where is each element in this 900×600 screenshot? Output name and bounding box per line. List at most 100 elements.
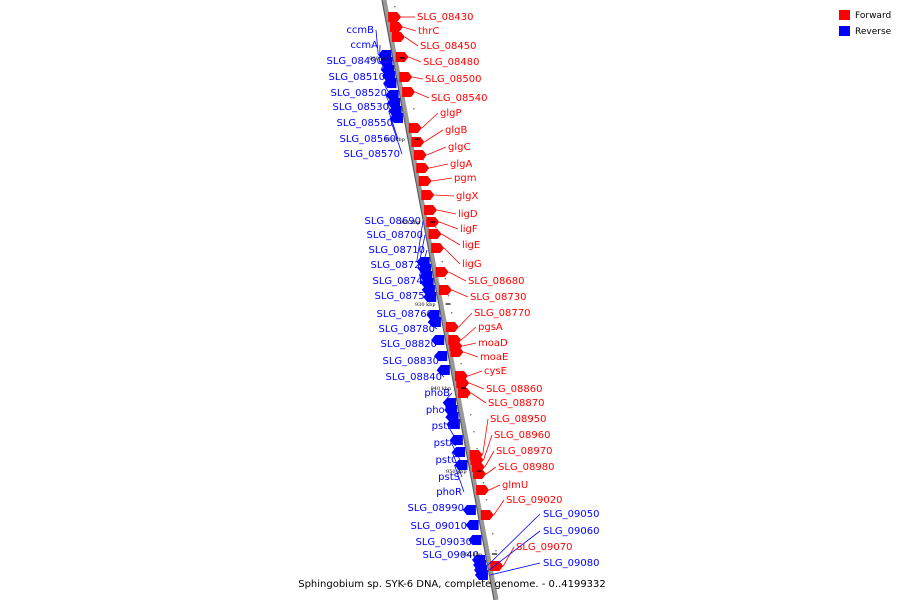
reverse-feature-slg-09030[interactable] [468, 535, 482, 545]
reverse-feature-slg-08570[interactable] [389, 113, 403, 123]
gene-label-slg-08860[interactable]: SLG_08860 [486, 384, 542, 395]
reverse-feature-slg-08840[interactable] [436, 365, 450, 375]
gene-label-glgx[interactable]: glgX [456, 191, 478, 202]
reverse-feature-slg-09010[interactable] [465, 520, 479, 530]
forward-feature-slg-08430[interactable] [388, 12, 402, 22]
gene-label-slg-08750[interactable]: SLG_08750 [375, 291, 431, 302]
gene-label-slg-08430[interactable]: SLG_08430 [417, 12, 473, 23]
forward-feature-glmu[interactable] [476, 485, 490, 495]
forward-feature-ligg[interactable] [431, 243, 445, 253]
forward-feature-slg-08480[interactable] [395, 52, 409, 62]
reverse-feature-slg-08750[interactable] [423, 292, 437, 302]
gene-label-ligg[interactable]: ligG [462, 259, 482, 270]
gene-label-phor[interactable]: phoR [436, 487, 462, 498]
forward-feature-glgp[interactable] [408, 123, 422, 133]
forward-feature-slg-08770[interactable] [445, 322, 459, 332]
forward-feature-slg-08500[interactable] [399, 72, 413, 82]
gene-label-slg-08780[interactable]: SLG_08780 [379, 324, 435, 335]
gene-label-slg-08480[interactable]: SLG_08480 [423, 57, 479, 68]
gene-label-slg-08500[interactable]: SLG_08500 [425, 74, 481, 85]
forward-feature-ligd[interactable] [424, 205, 438, 215]
gene-label-slg-08960[interactable]: SLG_08960 [494, 430, 550, 441]
forward-feature-slg-08730[interactable] [438, 285, 452, 295]
gene-label-glgp[interactable]: glgP [440, 108, 462, 119]
forward-feature-glgc[interactable] [413, 150, 427, 160]
gene-label-lige[interactable]: ligE [462, 240, 480, 251]
forward-feature-glga[interactable] [416, 163, 430, 173]
gene-label-slg-08950[interactable]: SLG_08950 [490, 414, 546, 425]
gene-label-slg-09010[interactable]: SLG_09010 [411, 521, 467, 532]
gene-label-moad[interactable]: moaD [478, 338, 508, 349]
forward-feature-slg-08680[interactable] [435, 267, 449, 277]
forward-feature-glgb[interactable] [411, 137, 425, 147]
gene-label-ccma[interactable]: ccmA [350, 40, 378, 51]
gene-label-slg-08570[interactable]: SLG_08570 [344, 149, 400, 160]
gene-label-slg-08770[interactable]: SLG_08770 [474, 308, 530, 319]
gene-label-slg-08760[interactable]: SLG_08760 [377, 309, 433, 320]
forward-feature-slg-08980[interactable] [473, 469, 487, 479]
forward-feature-lige[interactable] [428, 229, 442, 239]
gene-label-slg-08730[interactable]: SLG_08730 [470, 292, 526, 303]
gene-label-pstb[interactable]: pstB [432, 421, 454, 432]
gene-label-psta[interactable]: pstA [434, 438, 456, 449]
gene-label-glgb[interactable]: glgB [445, 125, 467, 136]
gene-label-slg-08990[interactable]: SLG_08990 [408, 503, 464, 514]
forward-feature-slg-08450[interactable] [391, 32, 405, 42]
forward-feature-slg-08870[interactable] [458, 388, 472, 398]
gene-label-glmu[interactable]: glmU [502, 480, 528, 491]
gene-label-ligf[interactable]: ligF [460, 224, 478, 235]
forward-feature-pgm[interactable] [418, 176, 432, 186]
gene-label-glgc[interactable]: glgC [448, 142, 470, 153]
forward-feature-moae[interactable] [450, 347, 464, 357]
gene-label-slg-08820[interactable]: SLG_08820 [381, 339, 437, 350]
reverse-feature-slg-08820[interactable] [431, 335, 445, 345]
gene-label-slg-08560[interactable]: SLG_08560 [340, 134, 396, 145]
gene-label-slg-08700[interactable]: SLG_08700 [367, 230, 423, 241]
reverse-feature-slg-08990[interactable] [462, 505, 476, 515]
gene-label-slg-09070[interactable]: SLG_09070 [516, 542, 572, 553]
gene-label-slg-08740[interactable]: SLG_08740 [373, 276, 429, 287]
gene-label-slg-09030[interactable]: SLG_09030 [416, 537, 472, 548]
gene-label-slg-08870[interactable]: SLG_08870 [488, 398, 544, 409]
forward-feature-slg-09020[interactable] [480, 510, 494, 520]
gene-label-slg-08490[interactable]: SLG_08490 [327, 56, 383, 67]
gene-label-slg-08710[interactable]: SLG_08710 [369, 245, 425, 256]
gene-label-slg-08530[interactable]: SLG_08530 [333, 102, 389, 113]
forward-feature-glgx[interactable] [421, 190, 435, 200]
gene-label-slg-08540[interactable]: SLG_08540 [431, 93, 487, 104]
reverse-feature-phor[interactable] [454, 460, 468, 470]
gene-label-slg-09060[interactable]: SLG_09060 [543, 526, 599, 537]
gene-label-ccmb[interactable]: ccmB [346, 25, 374, 36]
gene-label-slg-08520[interactable]: SLG_08520 [331, 88, 387, 99]
gene-label-glga[interactable]: glgA [450, 159, 472, 170]
gene-label-slg-08510[interactable]: SLG_08510 [329, 72, 385, 83]
gene-label-pgm[interactable]: pgm [454, 173, 476, 184]
gene-label-slg-08680[interactable]: SLG_08680 [468, 276, 524, 287]
reverse-feature-ccma[interactable] [379, 57, 393, 67]
gene-label-psts[interactable]: pstS [438, 472, 460, 483]
gene-label-slg-08690[interactable]: SLG_08690 [365, 216, 421, 227]
gene-label-slg-08840[interactable]: SLG_08840 [386, 372, 442, 383]
gene-label-pgsa[interactable]: pgsA [478, 322, 503, 333]
forward-feature-slg-08540[interactable] [402, 87, 416, 97]
gene-label-phob[interactable]: phoB [424, 388, 450, 399]
gene-label-ligd[interactable]: ligD [458, 209, 478, 220]
reverse-feature-psts[interactable] [452, 447, 466, 457]
gene-label-slg-08830[interactable]: SLG_08830 [383, 356, 439, 367]
gene-label-moae[interactable]: moaE [480, 352, 508, 363]
gene-label-slg-09020[interactable]: SLG_09020 [506, 495, 562, 506]
gene-label-slg-08980[interactable]: SLG_08980 [498, 462, 554, 473]
gene-label-pstc[interactable]: pstC [436, 455, 458, 466]
gene-label-slg-09080[interactable]: SLG_09080 [543, 558, 599, 569]
gene-label-phou[interactable]: phoU [426, 405, 452, 416]
gene-label-slg-08450[interactable]: SLG_08450 [420, 41, 476, 52]
gene-label-slg-09040[interactable]: SLG_09040 [423, 550, 479, 561]
forward-feature-slg-09070[interactable] [490, 561, 504, 571]
forward-feature-slg-08860[interactable] [456, 378, 470, 388]
gene-label-slg-09050[interactable]: SLG_09050 [543, 509, 599, 520]
reverse-feature-slg-09080[interactable] [474, 570, 488, 580]
gene-label-slg-08550[interactable]: SLG_08550 [337, 118, 393, 129]
gene-label-slg-08970[interactable]: SLG_08970 [496, 446, 552, 457]
forward-feature-thrc[interactable] [390, 22, 404, 32]
gene-label-cyse[interactable]: cysE [484, 366, 507, 377]
